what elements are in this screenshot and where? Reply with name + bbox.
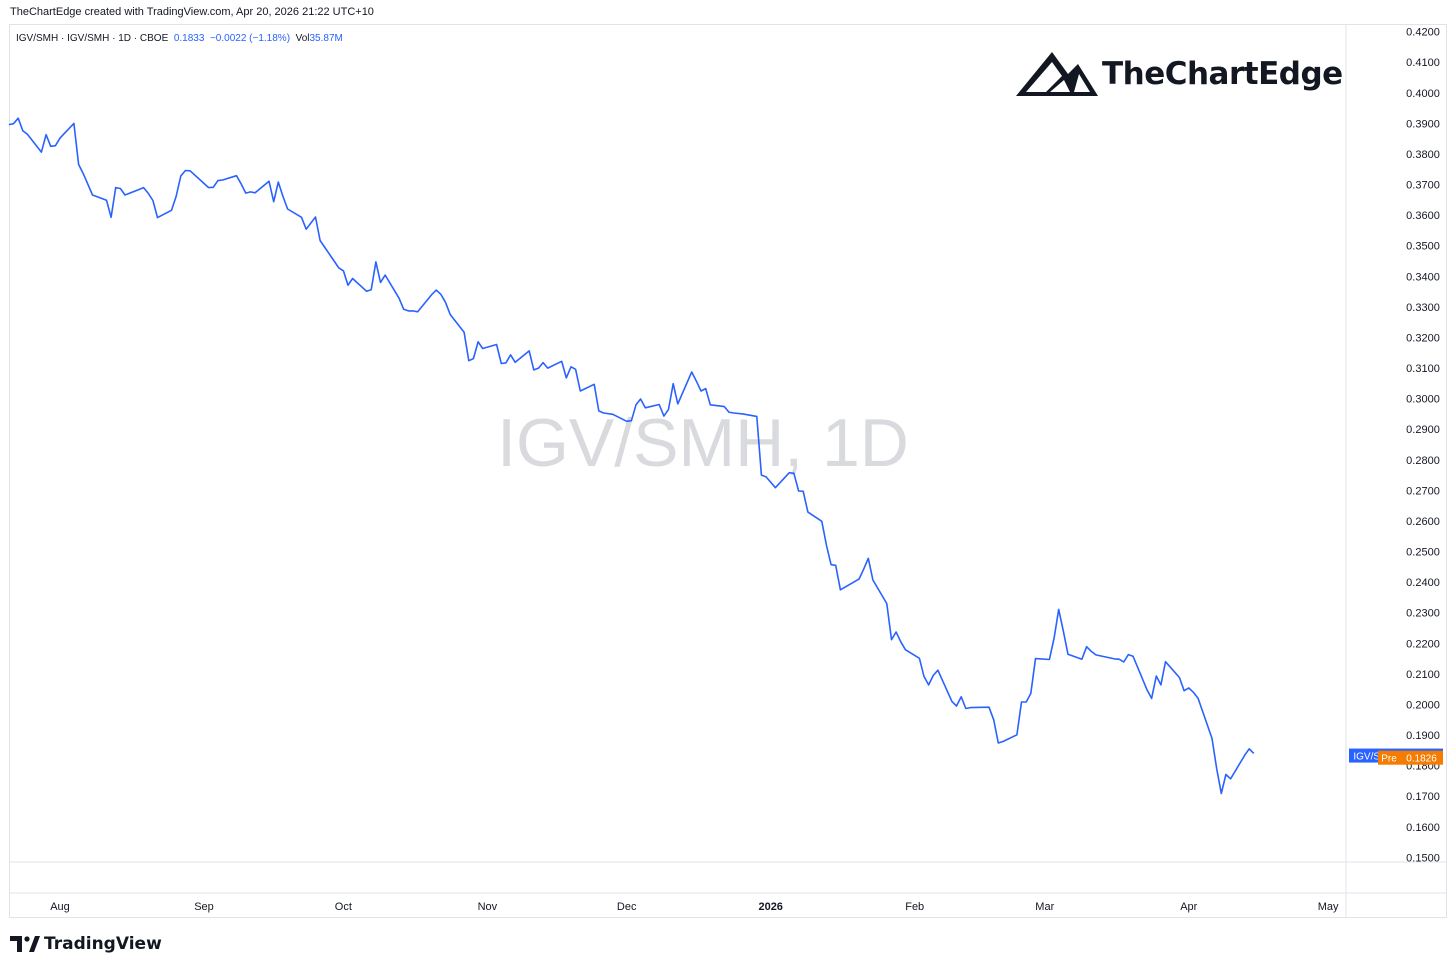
y-tick-label: 0.1500 bbox=[1406, 852, 1440, 864]
tradingview-brand[interactable]: TradingView bbox=[10, 934, 162, 954]
premarket-price-badge-value: 0.1826 bbox=[1406, 754, 1437, 765]
y-tick-label: 0.2700 bbox=[1406, 485, 1440, 497]
thechartedge-logo: TheChartEdge bbox=[1016, 50, 1343, 98]
y-tick-label: 0.2200 bbox=[1406, 638, 1440, 650]
chart-watermark: IGV/SMH, 1D bbox=[497, 405, 909, 481]
y-tick-label: 0.3100 bbox=[1406, 363, 1440, 375]
x-tick-label: Oct bbox=[335, 901, 352, 913]
logo-text: TheChartEdge bbox=[1102, 56, 1343, 92]
tradingview-brand-text: TradingView bbox=[44, 934, 162, 954]
y-tick-label: 0.1900 bbox=[1406, 730, 1440, 742]
y-tick-label: 0.3300 bbox=[1406, 302, 1440, 314]
legend-symbol: IGV/SMH · IGV/SMH · 1D · CBOE bbox=[16, 33, 169, 44]
chart-attribution: TheChartEdge created with TradingView.co… bbox=[10, 6, 374, 18]
y-tick-label: 0.2400 bbox=[1406, 577, 1440, 589]
y-tick-label: 0.4000 bbox=[1406, 88, 1440, 100]
y-tick-label: 0.3700 bbox=[1406, 180, 1440, 192]
series-line-igv-smh[interactable] bbox=[8, 117, 1255, 795]
y-tick-label: 0.3400 bbox=[1406, 271, 1440, 283]
y-tick-label: 0.3600 bbox=[1406, 210, 1440, 222]
symbol-legend: IGV/SMH · IGV/SMH · 1D · CBOE 0.1833 −0.… bbox=[16, 33, 343, 44]
y-tick-label: 0.2600 bbox=[1406, 516, 1440, 528]
time-axis[interactable]: Aug Sep Oct Nov Dec 2026 Feb Mar Apr May bbox=[50, 901, 1339, 913]
x-tick-label: May bbox=[1318, 901, 1339, 913]
x-tick-label: Mar bbox=[1035, 901, 1054, 913]
tradingview-logo-icon bbox=[10, 936, 40, 952]
price-badges: IGV/SMH0.1833Pre0.1826 bbox=[1349, 748, 1443, 765]
chart-frame bbox=[9, 24, 1447, 918]
y-tick-label: 0.3200 bbox=[1406, 332, 1440, 344]
premarket-price-badge-value-bg bbox=[1400, 750, 1443, 765]
x-tick-label: Nov bbox=[478, 901, 498, 913]
mountain-logo-icon bbox=[1016, 52, 1098, 96]
legend-change: −0.0022 (−1.18%) bbox=[209, 33, 291, 44]
premarket-price-badge-name: Pre bbox=[1381, 754, 1397, 765]
x-tick-label: Sep bbox=[194, 901, 214, 913]
y-tick-label: 0.2300 bbox=[1406, 608, 1440, 620]
y-tick-label: 0.4100 bbox=[1406, 57, 1440, 69]
x-tick-label: Feb bbox=[905, 901, 924, 913]
series-layer bbox=[8, 117, 1255, 795]
x-tick-label: Aug bbox=[50, 901, 70, 913]
premarket-price-badge: Pre 0.1826 bbox=[1378, 750, 1443, 765]
y-tick-label: 0.3000 bbox=[1406, 394, 1440, 406]
x-tick-label: Dec bbox=[617, 901, 637, 913]
x-tick-label: 2026 bbox=[758, 901, 782, 913]
y-tick-label: 0.2900 bbox=[1406, 424, 1440, 436]
legend-vol-label: Vol bbox=[295, 33, 310, 44]
y-tick-label: 0.1600 bbox=[1406, 822, 1440, 834]
y-tick-label: 0.2800 bbox=[1406, 455, 1440, 467]
y-tick-label: 0.1700 bbox=[1406, 791, 1440, 803]
price-axis[interactable]: 0.4200 0.4100 0.4000 0.3900 0.3800 0.3700 0.36… bbox=[1406, 27, 1440, 865]
premarket-price-badge-name-bg bbox=[1378, 750, 1400, 765]
y-tick-label: 0.4200 bbox=[1406, 27, 1440, 39]
legend-price: 0.1833 bbox=[173, 33, 205, 44]
last-price-badge-name: IGV/SMH bbox=[1353, 752, 1395, 763]
y-tick-label: 0.3800 bbox=[1406, 149, 1440, 161]
y-tick-label: 0.2500 bbox=[1406, 547, 1440, 559]
y-tick-label: 0.2100 bbox=[1406, 669, 1440, 681]
x-tick-label: Apr bbox=[1180, 901, 1197, 913]
y-tick-label: 0.2000 bbox=[1406, 699, 1440, 711]
legend-vol-value: 35.87M bbox=[309, 33, 343, 44]
y-tick-label: 0.3900 bbox=[1406, 118, 1440, 130]
y-tick-label: 0.3500 bbox=[1406, 241, 1440, 253]
